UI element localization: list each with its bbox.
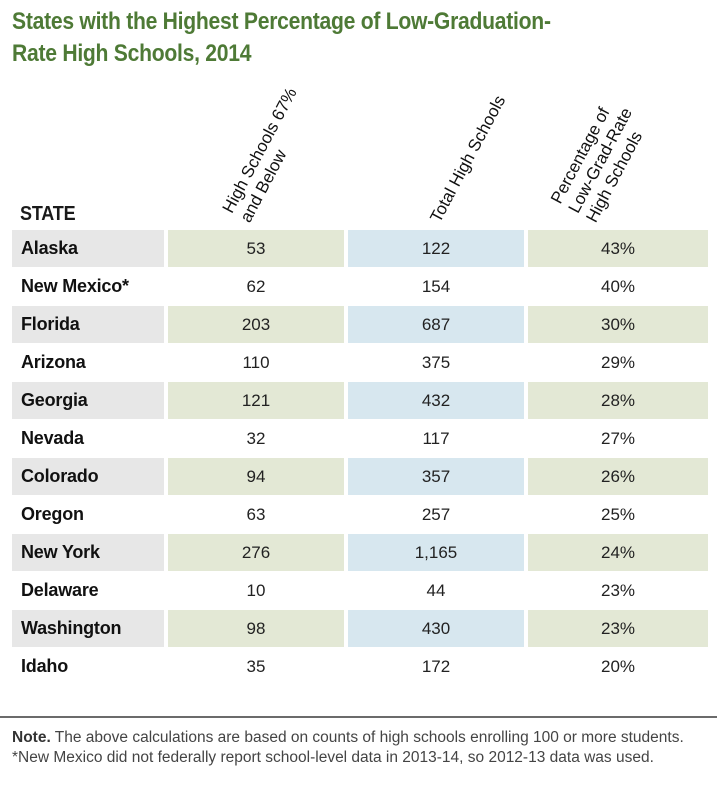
low-grad-count-cell: 203: [168, 306, 344, 343]
table-row: Georgia 121 432 28%: [12, 382, 709, 420]
total-count-cell: 257: [421, 505, 451, 524]
note-paragraph: Note. The above calculations are based o…: [12, 728, 707, 748]
note-label: Note.: [12, 729, 51, 746]
table-row: Delaware 10 44 23%: [12, 572, 709, 610]
state-cell: Georgia: [12, 382, 164, 419]
table-row: Alaska 53 122 43%: [12, 230, 709, 268]
note-text: The above calculations are based on coun…: [50, 729, 684, 746]
total-column-header: Total High Schools: [426, 92, 510, 226]
state-column-header: STATE: [20, 203, 76, 225]
low-grad-count-cell: 98: [168, 610, 344, 647]
percentage-column-header: Percentage of Low-Grad-Rate High Schools: [547, 95, 655, 226]
total-count-cell: 430: [348, 610, 524, 647]
state-cell: Nevada: [21, 428, 84, 448]
percentage-cell: 23%: [528, 610, 708, 647]
total-count-cell: 117: [422, 429, 450, 448]
total-count-cell: 122: [348, 230, 524, 267]
total-header-line-1: Total High Schools: [426, 92, 510, 226]
table-row: Colorado 94 357 26%: [12, 458, 709, 496]
total-count-cell: 154: [421, 277, 451, 296]
low-grad-count-cell: 121: [168, 382, 344, 419]
state-cell: Alaska: [12, 230, 164, 267]
note-block: Note. The above calculations are based o…: [12, 728, 707, 768]
percentage-cell: 24%: [528, 534, 708, 571]
table-row: Washington 98 430 23%: [12, 610, 709, 648]
percentage-cell: 29%: [600, 353, 636, 372]
percentage-cell: 25%: [600, 505, 636, 524]
total-count-cell: 432: [348, 382, 524, 419]
chart-title-line-2: Rate High Schools, 2014: [12, 40, 252, 67]
table-row: Florida 203 687 30%: [12, 306, 709, 344]
percentage-cell: 40%: [600, 277, 636, 296]
low-grad-count-cell: 110: [242, 353, 270, 372]
total-count-cell: 375: [421, 353, 451, 372]
low-grad-count-cell: 63: [246, 505, 266, 524]
note-footnote: *New Mexico did not federally report sch…: [12, 749, 654, 766]
table-row: Idaho 35 172 20%: [12, 648, 709, 686]
low-grad-count-cell: 94: [168, 458, 344, 495]
total-count-cell: 357: [348, 458, 524, 495]
total-count-cell: 172: [421, 657, 451, 676]
state-cell: Colorado: [12, 458, 164, 495]
table-row: Oregon 63 257 25%: [12, 496, 709, 534]
percentage-cell: 27%: [600, 429, 636, 448]
state-cell: Washington: [12, 610, 164, 647]
percentage-cell: 43%: [528, 230, 708, 267]
low-grad-count-cell: 10: [246, 581, 266, 600]
table-row: Arizona 110 375 29%: [12, 344, 709, 382]
state-cell: Oregon: [21, 504, 84, 524]
table-row: New Mexico* 62 154 40%: [12, 268, 709, 306]
low-grad-count-cell: 32: [246, 429, 266, 448]
state-cell: Florida: [12, 306, 164, 343]
note-divider: [0, 716, 717, 718]
chart-title-line-1: States with the Highest Percentage of Lo…: [12, 8, 551, 35]
percentage-cell: 28%: [528, 382, 708, 419]
low-grad-count-cell: 62: [246, 277, 266, 296]
state-cell: New Mexico*: [21, 276, 129, 296]
low-grad-count-cell: 53: [168, 230, 344, 267]
total-count-cell: 1,165: [348, 534, 524, 571]
state-cell: Arizona: [21, 352, 86, 372]
total-count-cell: 44: [426, 581, 446, 600]
chart-title: States with the Highest Percentage of Lo…: [12, 6, 551, 70]
percentage-cell: 23%: [600, 581, 636, 600]
percentage-cell: 20%: [600, 657, 636, 676]
low-grad-column-header: High Schools 67% and Below: [219, 85, 320, 226]
state-cell: Delaware: [21, 580, 99, 600]
table-row: New York 276 1,165 24%: [12, 534, 709, 572]
low-grad-count-cell: 276: [168, 534, 344, 571]
state-cell: New York: [12, 534, 164, 571]
total-count-cell: 687: [348, 306, 524, 343]
low-grad-count-cell: 35: [246, 657, 266, 676]
percentage-cell: 30%: [528, 306, 708, 343]
state-cell: Idaho: [21, 656, 68, 676]
table-row: Nevada 32 117 27%: [12, 420, 709, 458]
percentage-cell: 26%: [528, 458, 708, 495]
data-table: Alaska 53 122 43% New Mexico* 62 154 40% Florida…: [12, 230, 709, 686]
